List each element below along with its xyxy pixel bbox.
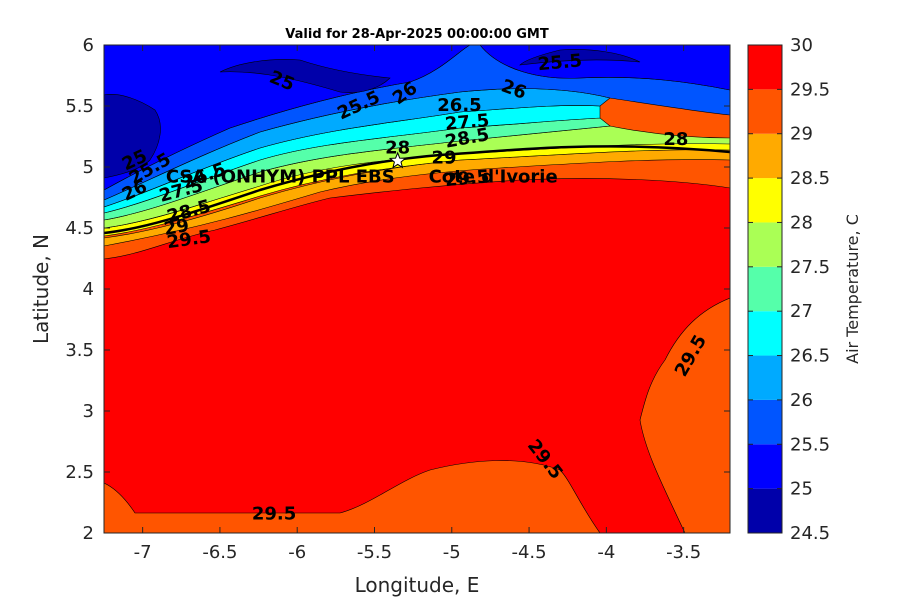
contour-label: 27.5 xyxy=(444,110,490,135)
y-tick-label: 4.5 xyxy=(65,218,94,239)
colorbar-tick-label: 25 xyxy=(790,479,813,500)
colorbar-swatch xyxy=(748,399,782,445)
colorbar-tick-label: 24.5 xyxy=(790,523,830,544)
colorbar-tick-label: 28 xyxy=(790,212,813,233)
x-tick-label: -5.5 xyxy=(357,542,392,563)
y-tick-label: 3 xyxy=(83,401,94,422)
x-tick-label: -4 xyxy=(597,542,615,563)
colorbar-tick-label: 27 xyxy=(790,301,813,322)
y-tick-label: 5.5 xyxy=(65,96,94,117)
colorbar-swatch xyxy=(748,266,782,312)
colorbar-swatch xyxy=(748,89,782,134)
y-axis-label: Latitude, N xyxy=(29,234,53,344)
x-tick-label: -6 xyxy=(288,542,306,563)
y-axis-ticks: 2 2.5 3 3.5 4 4.5 5 5.5 6 xyxy=(65,35,730,544)
colorbar-swatch xyxy=(748,488,782,533)
colorbar: 24.5 25 25.5 26 26.5 27 27.5 28 28.5 29 29.5 30 xyxy=(747,35,830,544)
x-tick-label: -6.5 xyxy=(202,542,237,563)
y-tick-label: 5 xyxy=(83,157,94,178)
colorbar-swatch xyxy=(748,222,782,267)
x-axis-label: Longitude, E xyxy=(355,573,480,597)
colorbar-frame xyxy=(747,44,783,534)
contour-label: 29.5 xyxy=(444,166,490,191)
colorbar-swatch xyxy=(748,311,782,356)
band-28.5-29 xyxy=(104,147,730,247)
y-tick-label: 4 xyxy=(83,279,94,300)
coastline xyxy=(104,145,730,235)
colorbar-swatch xyxy=(748,45,782,90)
chart-title: Valid for 28-Apr-2025 00:00:00 GMT xyxy=(285,27,549,42)
contour-label: 29 xyxy=(162,215,190,240)
colorbar-tick-label: 25.5 xyxy=(790,434,830,455)
colorbar-tick-label: 28.5 xyxy=(790,168,830,189)
x-tick-label: -7 xyxy=(134,542,152,563)
y-tick-label: 6 xyxy=(83,35,94,56)
colorbar-tick-label: 27.5 xyxy=(790,257,830,278)
colorbar-swatch xyxy=(748,355,782,400)
colorbar-tick-label: 26 xyxy=(790,390,813,411)
contour-label: 26.5 xyxy=(437,95,481,116)
x-tick-label: -3.5 xyxy=(666,542,701,563)
colorbar-tick-label: 29 xyxy=(790,124,813,145)
colorbar-swatch xyxy=(748,444,782,489)
band-24.5-25 xyxy=(104,49,641,179)
x-tick-label: -4.5 xyxy=(511,542,546,563)
colorbar-swatch xyxy=(748,133,782,179)
y-tick-label: 2.5 xyxy=(65,462,94,483)
contour-label: 29 xyxy=(432,147,457,168)
y-tick-label: 3.5 xyxy=(65,340,94,361)
contour-label: 28 xyxy=(663,129,688,150)
x-axis-ticks: -7 -6.5 -6 -5.5 -5 -4.5 -4 -3.5 xyxy=(134,45,701,563)
contour-label: 25.5 xyxy=(537,50,583,75)
colorbar-tick-label: 26.5 xyxy=(790,346,830,367)
y-tick-label: 2 xyxy=(83,523,94,544)
contour-plot-area xyxy=(104,45,730,533)
contour-label: 29.5 xyxy=(252,504,296,525)
site-star-marker xyxy=(388,151,407,169)
colorbar-tick-label: 29.5 xyxy=(790,79,830,100)
site-annotation: CSA (ONHYM) PPL EBS xyxy=(166,167,395,188)
site-annotation: Cote d'Ivorie xyxy=(429,167,558,188)
contour-label: 28 xyxy=(385,138,410,159)
band-25-25.5 xyxy=(104,45,730,191)
x-tick-label: -5 xyxy=(443,542,461,563)
colorbar-tick-label: 30 xyxy=(790,35,813,56)
colorbar-swatch xyxy=(748,178,782,223)
band-29.5-30 xyxy=(104,178,730,533)
colorbar-label: Air Temperature, C xyxy=(843,214,862,364)
